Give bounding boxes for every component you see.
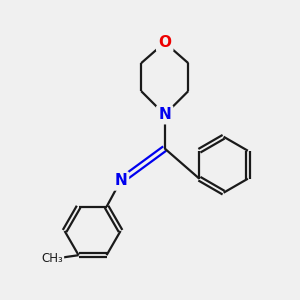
Text: N: N [158, 107, 171, 122]
Text: O: O [158, 35, 171, 50]
Text: N: N [114, 173, 127, 188]
Text: CH₃: CH₃ [41, 252, 63, 265]
